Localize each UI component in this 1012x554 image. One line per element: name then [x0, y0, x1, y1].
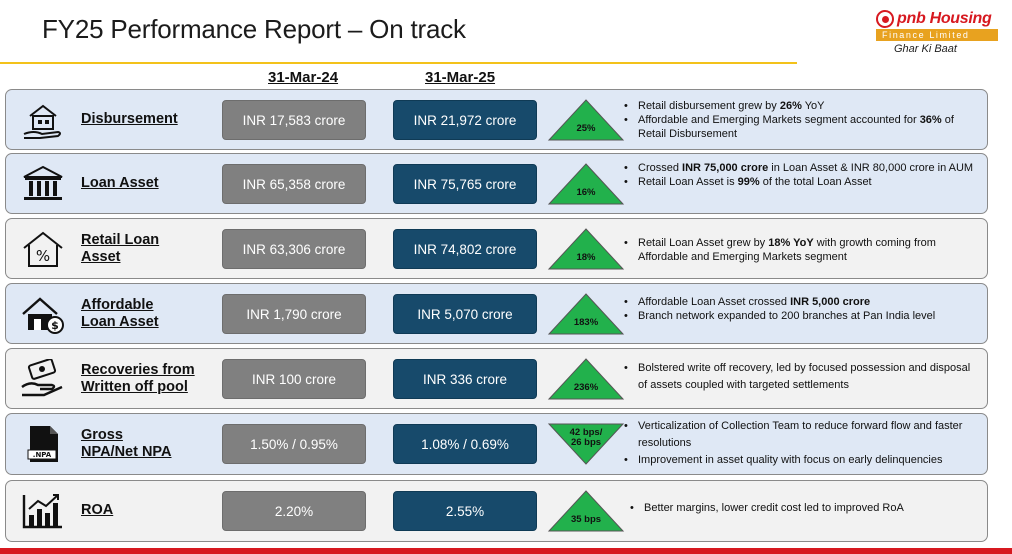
commentary-item: Improvement in asset quality with focus …	[620, 452, 982, 469]
commentary-list: Retail disbursement grew by 26% YoYAffor…	[620, 99, 982, 141]
metric-label: Disbursement	[81, 111, 178, 127]
footer-bar	[0, 548, 1012, 554]
svg-text:.NPA: .NPA	[33, 451, 52, 459]
value-prev-box: INR 63,306 crore	[222, 229, 366, 269]
column-header-prev: 31-Mar-24	[268, 69, 339, 86]
metric-row: ROA 2.20% 2.55% 35 bps Better margins, lower…	[5, 480, 988, 542]
svg-text:$: $	[51, 319, 59, 332]
svg-text:%: %	[36, 247, 50, 265]
house-dollar-icon: $	[20, 294, 66, 334]
change-label: 25%	[576, 123, 596, 134]
change-up-triangle: 183%	[547, 292, 625, 336]
metric-label: Loan Asset	[81, 175, 159, 191]
bar-chart-growth-icon	[20, 491, 66, 531]
value-prev-box: INR 17,583 crore	[222, 100, 366, 140]
commentary-list: Bolstered write off recovery, led by foc…	[620, 360, 982, 394]
commentary-list: Affordable Loan Asset crossed INR 5,000 …	[620, 295, 982, 323]
metric-row: Disbursement INR 17,583 crore INR 21,972 c…	[5, 89, 988, 150]
logo-brand: pnb Housing	[897, 10, 992, 27]
commentary-item: Retail Loan Asset grew by 18% YoY with g…	[620, 236, 982, 264]
logo-subline: Finance Limited	[876, 29, 998, 41]
value-prev-box: INR 1,790 crore	[222, 294, 366, 334]
value-prev-box: INR 100 crore	[222, 359, 366, 399]
change-label: 35 bps	[570, 514, 602, 525]
value-curr-box: 1.08% / 0.69%	[393, 424, 537, 464]
commentary-item: Better margins, lower credit cost led to…	[626, 501, 988, 515]
value-curr-box: INR 21,972 crore	[393, 100, 537, 140]
change-label: 16%	[576, 187, 596, 198]
logo-mark-icon	[876, 10, 894, 28]
value-prev-box: INR 65,358 crore	[222, 164, 366, 204]
change-down-triangle: 42 bps/26 bps	[547, 422, 625, 466]
value-prev-box: 2.20%	[222, 491, 366, 531]
change-up-triangle: 16%	[547, 162, 625, 206]
house-percent-icon: %	[20, 229, 66, 269]
page-title: FY25 Performance Report – On track	[42, 14, 466, 44]
metric-label: Affordable Loan Asset	[81, 297, 159, 330]
value-curr-box: INR 336 crore	[393, 359, 537, 399]
commentary-list: Crossed INR 75,000 crore in Loan Asset &…	[620, 161, 982, 189]
change-label: 18%	[576, 252, 596, 263]
title-underline	[0, 62, 797, 64]
change-label: 183%	[573, 317, 599, 328]
metric-row: Loan Asset INR 65,358 crore INR 75,765 cro…	[5, 153, 988, 214]
commentary-item: Retail disbursement grew by 26% YoY	[620, 99, 982, 113]
value-prev-box: 1.50% / 0.95%	[222, 424, 366, 464]
value-curr-box: INR 5,070 crore	[393, 294, 537, 334]
commentary-item: Branch network expanded to 200 branches …	[620, 309, 982, 323]
commentary-list: Verticalization of Collection Team to re…	[620, 418, 982, 469]
logo-tagline: Ghar Ki Baat	[894, 43, 957, 55]
change-up-triangle: 35 bps	[547, 489, 625, 533]
npa-file-icon: .NPA	[20, 424, 66, 464]
metric-row: Recoveries from Written off pool INR 100 …	[5, 348, 988, 409]
change-label: 26 bps	[570, 437, 602, 448]
change-up-triangle: 25%	[547, 98, 625, 142]
change-up-triangle: 18%	[547, 227, 625, 271]
bank-building-icon	[20, 164, 66, 204]
metric-label: Gross NPA/Net NPA	[81, 427, 172, 460]
value-curr-box: INR 75,765 crore	[393, 164, 537, 204]
commentary-list: Retail Loan Asset grew by 18% YoY with g…	[620, 236, 982, 264]
house-hand-icon	[20, 100, 66, 140]
commentary-item: Crossed INR 75,000 crore in Loan Asset &…	[620, 161, 982, 175]
commentary-item: Retail Loan Asset is 99% of the total Lo…	[620, 175, 982, 189]
metric-label: Recoveries from Written off pool	[81, 362, 195, 395]
change-label: 42 bps/	[569, 427, 603, 438]
metric-row: $ Affordable Loan Asset INR 1,790 crore INR…	[5, 283, 988, 344]
commentary-list: Better margins, lower credit cost led to…	[626, 501, 988, 515]
company-logo: pnb Housing Finance Limited Ghar Ki Baat	[876, 10, 998, 62]
metric-row: % Retail Loan Asset INR 63,306 crore INR 74…	[5, 218, 988, 279]
commentary-item: Affordable Loan Asset crossed INR 5,000 …	[620, 295, 982, 309]
value-curr-box: 2.55%	[393, 491, 537, 531]
metric-label: Retail Loan Asset	[81, 232, 160, 265]
commentary-item: Affordable and Emerging Markets segment …	[620, 113, 982, 141]
column-header-curr: 31-Mar-25	[425, 69, 496, 86]
money-hand-icon	[20, 359, 66, 399]
metric-label: ROA	[81, 502, 114, 518]
commentary-item: Bolstered write off recovery, led by foc…	[620, 360, 982, 394]
change-up-triangle: 236%	[547, 357, 625, 401]
commentary-item: Verticalization of Collection Team to re…	[620, 418, 982, 452]
metric-row: .NPA Gross NPA/Net NPA 1.50% / 0.95% 1.08% …	[5, 413, 988, 475]
change-label: 236%	[573, 382, 599, 393]
value-curr-box: INR 74,802 crore	[393, 229, 537, 269]
